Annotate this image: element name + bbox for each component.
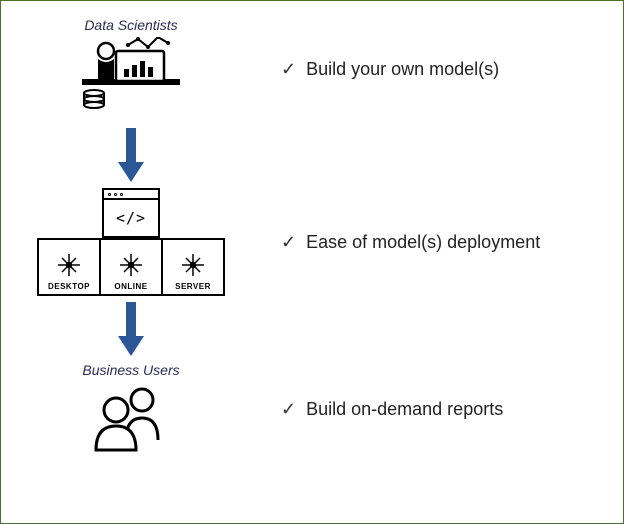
row-platform: </>	[21, 188, 603, 296]
business-users-header: Business Users	[82, 362, 179, 378]
check-icon: ✓	[281, 399, 296, 420]
benefit-2-text: Ease of model(s) deployment	[306, 232, 540, 253]
arrow-down-icon	[114, 128, 148, 182]
benefit-3-text: Build on-demand reports	[306, 399, 503, 420]
platform-cell-desktop: DESKTOP	[37, 238, 101, 296]
data-scientist-icon	[76, 37, 186, 122]
check-icon: ✓	[281, 232, 296, 253]
code-symbol: </>	[104, 200, 158, 236]
business-users-block: Business Users	[21, 362, 241, 457]
business-users-icon	[86, 382, 176, 457]
platform-label-desktop: DESKTOP	[48, 282, 90, 291]
platform-cell-online: ONLINE	[99, 238, 163, 296]
platform-label-online: ONLINE	[114, 282, 147, 291]
platform-label-server: SERVER	[175, 282, 211, 291]
arrow-2	[21, 302, 241, 356]
benefit-1: ✓ Build your own model(s)	[281, 59, 603, 80]
row-business-users: Business Users ✓ Build on-demand reports	[21, 362, 603, 457]
platform-cells: DESKTOP	[37, 238, 225, 296]
platform-block: </>	[21, 188, 241, 296]
arrow-down-icon	[114, 302, 148, 356]
arrow-1	[21, 128, 241, 182]
benefit-2: ✓ Ease of model(s) deployment	[281, 232, 603, 253]
tableau-plus-icon	[54, 250, 84, 280]
check-icon: ✓	[281, 59, 296, 80]
tableau-plus-icon	[178, 250, 208, 280]
benefit-1-text: Build your own model(s)	[306, 59, 499, 80]
row-data-scientists: Data Scientists	[21, 17, 603, 122]
platform-cell-server: SERVER	[161, 238, 225, 296]
data-scientists-header: Data Scientists	[84, 17, 177, 33]
data-scientists-block: Data Scientists	[21, 17, 241, 122]
benefit-3: ✓ Build on-demand reports	[281, 399, 603, 420]
code-window-icon: </>	[102, 188, 160, 238]
tableau-plus-icon	[116, 250, 146, 280]
